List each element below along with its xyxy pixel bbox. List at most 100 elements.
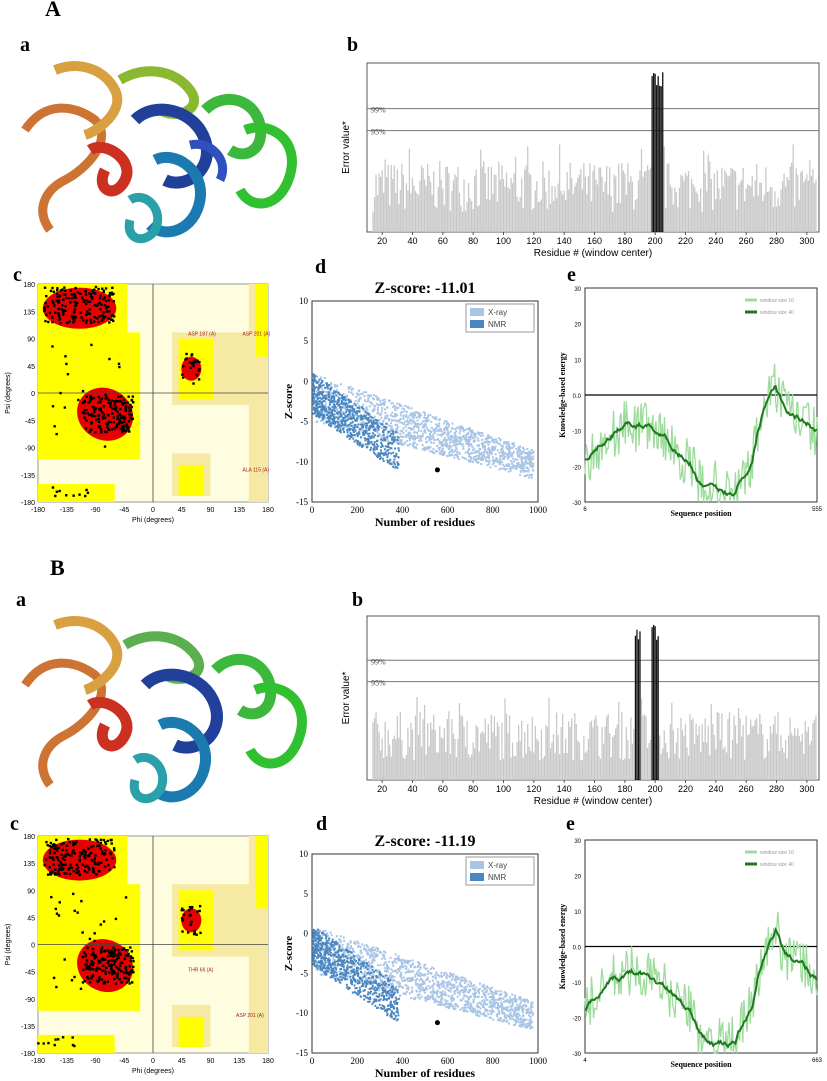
errat-bar [533, 752, 535, 780]
xray-point [445, 1006, 448, 1009]
errat-bar [783, 752, 785, 780]
nmr-point [367, 418, 370, 421]
errat-bar [378, 173, 380, 232]
xray-point [345, 424, 348, 427]
nmr-point [391, 442, 394, 445]
errat-bar [548, 697, 550, 780]
nmr-point [333, 410, 336, 413]
errat-bar [525, 753, 527, 780]
nmr-point [380, 441, 383, 444]
xray-point [396, 402, 399, 405]
xray-point [496, 449, 499, 452]
rama-x-tick: -90 [90, 1058, 100, 1065]
rama-point [94, 854, 97, 857]
xray-point [520, 464, 523, 467]
errat-bar [607, 194, 609, 232]
xray-point [402, 414, 405, 417]
nmr-point [335, 425, 338, 428]
xray-point [363, 967, 366, 970]
xray-point [468, 442, 471, 445]
errat-bar [519, 740, 521, 780]
errat-bar [718, 712, 720, 780]
xray-point [479, 1007, 482, 1010]
errat-bar [542, 758, 544, 780]
rama-point [112, 292, 115, 296]
rama-point [106, 422, 110, 425]
errat-bar [413, 759, 415, 780]
errat-bar [721, 713, 723, 780]
xray-point [441, 445, 444, 448]
xray-point [408, 421, 411, 424]
nmr-point [337, 392, 340, 395]
xray-point [386, 974, 389, 977]
nmr-point [327, 399, 330, 402]
xray-point [367, 395, 370, 398]
rama-point [62, 863, 65, 867]
nmr-point [371, 424, 374, 427]
xray-point [444, 993, 447, 996]
sublabel-e: e [567, 264, 576, 286]
rama-point [55, 299, 58, 302]
rama-allowed-region [38, 483, 115, 502]
xray-point [383, 962, 386, 965]
xray-point [521, 1008, 524, 1011]
rama-point [86, 312, 90, 315]
xray-point [520, 456, 523, 459]
errat-bar [410, 193, 412, 232]
xray-point [406, 405, 409, 408]
rama-point [125, 981, 128, 984]
xray-point [430, 441, 433, 444]
xray-point [390, 977, 393, 980]
xray-point [531, 466, 534, 469]
errat-bar [794, 206, 796, 232]
errat-bar [445, 751, 447, 780]
rama-point [92, 405, 95, 409]
xray-point [455, 439, 458, 442]
xray-point [438, 427, 441, 430]
xray-point [526, 1022, 529, 1025]
xray-point [509, 1018, 512, 1021]
errat-95-label: 95% [371, 128, 386, 137]
rama-y-tick: -135 [21, 473, 35, 480]
rama-point [66, 852, 69, 856]
errat-bar [467, 183, 470, 232]
rama-point [118, 978, 121, 981]
xray-point [418, 979, 421, 982]
xray-point [405, 965, 408, 968]
xray-point [365, 407, 368, 410]
xray-point [451, 997, 454, 1000]
xray-point [391, 970, 394, 973]
errat-bar [810, 175, 813, 232]
xray-point [471, 461, 474, 464]
errat-bar [791, 162, 793, 232]
rama-point [121, 428, 124, 432]
xray-point [423, 973, 426, 976]
xray-point [401, 430, 404, 433]
xray-point [459, 439, 462, 442]
prosa-y-tick: -10 [296, 457, 308, 467]
nmr-point [393, 455, 396, 458]
errat-bar [707, 154, 709, 232]
rama-point [74, 301, 78, 304]
xray-point [466, 442, 469, 445]
xray-point [441, 994, 444, 997]
xray-point [469, 1002, 472, 1005]
nmr-point [358, 431, 361, 434]
xray-point [504, 1014, 507, 1017]
rama-point [101, 415, 105, 418]
errat-bar [493, 716, 496, 780]
errat-bar [630, 717, 632, 780]
xray-point [442, 993, 445, 996]
errat-bar [692, 184, 694, 232]
rama-point [61, 857, 64, 860]
rama-y-tick: 45 [27, 915, 35, 922]
rama-point [93, 408, 97, 412]
errat-bar [769, 725, 772, 780]
xray-point [511, 446, 514, 449]
errat-bar [581, 760, 583, 780]
xray-point [396, 440, 399, 443]
errat-bar [621, 163, 623, 232]
errat-bar [558, 754, 561, 780]
xray-point [411, 419, 414, 422]
xray-point [338, 943, 341, 946]
